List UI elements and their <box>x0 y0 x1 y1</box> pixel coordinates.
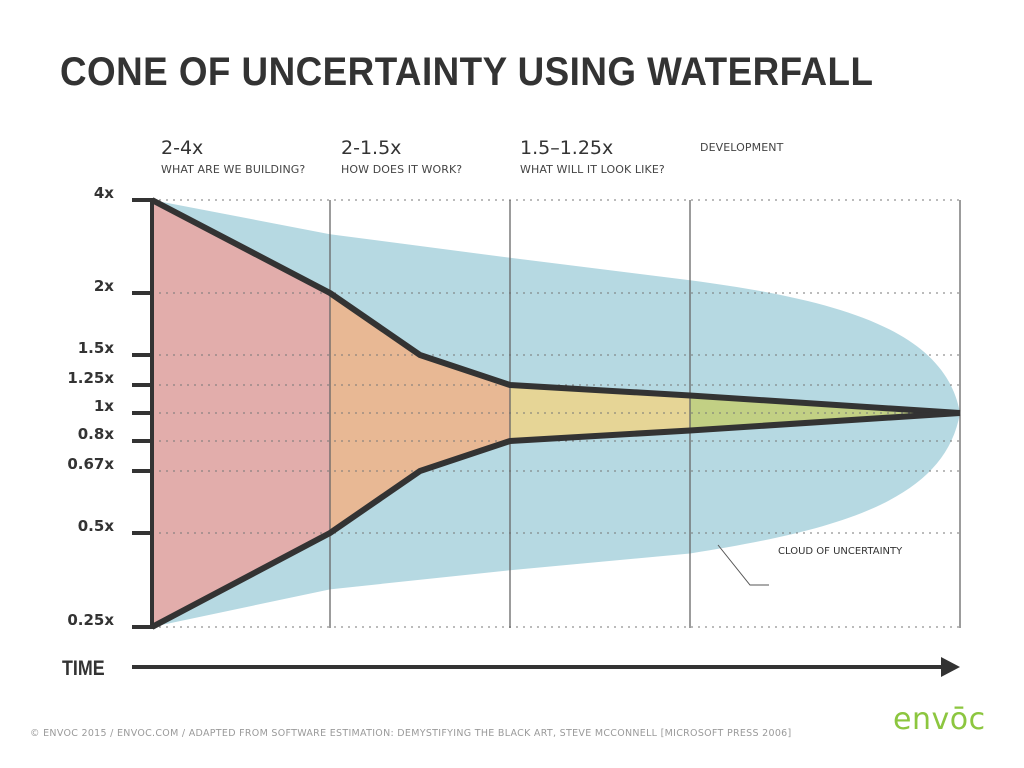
y-tick-label: 1x <box>93 397 114 415</box>
x-axis-label: TIME <box>62 657 105 680</box>
phase-2-label: HOW DOES IT WORK? <box>341 163 463 176</box>
phase-3-range: 1.5–1.25x <box>520 137 614 159</box>
y-tick-label: 0.5x <box>77 517 114 535</box>
chart-title: CONE OF UNCERTAINTY USING WATERFALL <box>60 50 874 94</box>
phase-3-header: 1.5–1.25x WHAT WILL IT LOOK LIKE? <box>520 137 665 176</box>
y-tick-label: 1.25x <box>67 369 114 387</box>
y-tick-label: 1.5x <box>77 339 114 357</box>
phase-1-label: WHAT ARE WE BUILDING? <box>161 163 306 176</box>
phase-1-fill <box>152 200 330 627</box>
phase-4-header: DEVELOPMENT <box>700 137 783 154</box>
cloud-annotation-leader <box>717 544 769 586</box>
cone-lower-line <box>150 410 961 630</box>
y-tick-label: 0.67x <box>67 455 114 473</box>
y-tick-label: 2x <box>93 277 114 295</box>
phase-3-label: WHAT WILL IT LOOK LIKE? <box>520 163 665 176</box>
y-tick-label: 0.8x <box>77 425 114 443</box>
cloud-annotation-label: CLOUD OF UNCERTAINTY <box>778 546 903 557</box>
envoc-logo: envōc <box>893 702 986 737</box>
footer-credit: © ENVOC 2015 / ENVOC.COM / ADAPTED FROM … <box>30 728 792 739</box>
phase-1-range: 2-4x <box>161 137 204 159</box>
time-arrow-head <box>941 657 960 677</box>
phase-4-label: DEVELOPMENT <box>700 141 784 154</box>
y-tick-label: 4x <box>93 184 114 202</box>
phase-2-header: 2-1.5x HOW DOES IT WORK? <box>341 137 462 176</box>
y-tick-label: 0.25x <box>67 611 114 629</box>
phase-1-header: 2-4x WHAT ARE WE BUILDING? <box>161 137 305 176</box>
cone-upper-line <box>150 197 961 416</box>
phase-2-range: 2-1.5x <box>341 137 402 159</box>
